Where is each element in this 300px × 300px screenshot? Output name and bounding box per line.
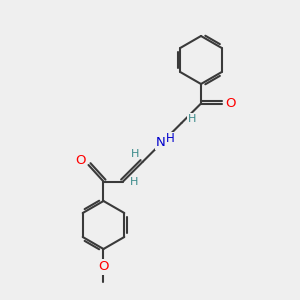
Text: H: H bbox=[130, 176, 139, 187]
Text: O: O bbox=[75, 154, 85, 167]
Text: H: H bbox=[131, 148, 139, 159]
Text: O: O bbox=[225, 97, 236, 110]
Text: N: N bbox=[156, 136, 165, 149]
Text: H: H bbox=[166, 132, 175, 146]
Text: H: H bbox=[188, 113, 196, 124]
Text: O: O bbox=[98, 260, 109, 274]
